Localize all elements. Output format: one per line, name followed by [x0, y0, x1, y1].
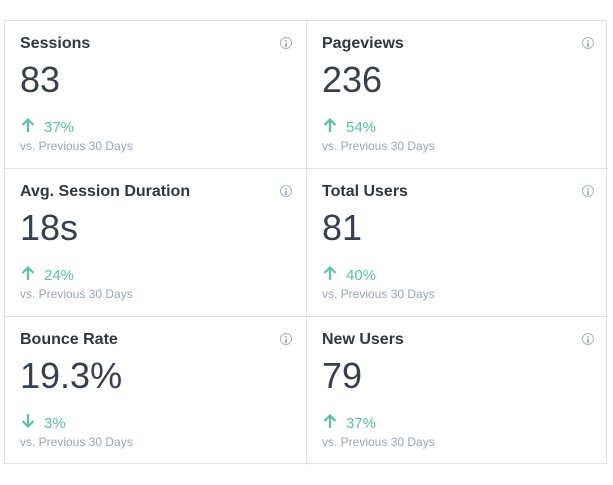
metric-change-row: 24%	[20, 264, 291, 284]
metric-change: 40%	[346, 266, 377, 284]
metric-change-row: 37%	[322, 412, 593, 432]
metric-change: 24%	[44, 266, 75, 284]
info-icon[interactable]	[280, 185, 292, 197]
arrow-up-icon	[21, 117, 35, 133]
metric-label: Bounce Rate	[20, 331, 118, 348]
metric-compare-period: vs. Previous 30 Days	[20, 435, 133, 449]
info-icon[interactable]	[280, 333, 292, 345]
metric-value: 79	[322, 355, 363, 396]
metric-card-sessions: Sessions 83 37% vs. Previous 30 Days	[5, 21, 307, 169]
metric-value: 19.3%	[20, 355, 123, 396]
metric-change: 37%	[346, 414, 377, 432]
info-icon[interactable]	[582, 37, 594, 49]
metric-card-avg-session-duration: Avg. Session Duration 18s 24% vs. Previo…	[5, 169, 307, 317]
arrow-down-icon	[21, 413, 35, 429]
metric-label: Total Users	[322, 183, 408, 200]
metric-compare-period: vs. Previous 30 Days	[322, 435, 435, 449]
metric-change: 3%	[44, 414, 66, 432]
metric-compare-period: vs. Previous 30 Days	[20, 287, 133, 301]
overview-metrics-grid: Sessions 83 37% vs. Previous 30 Days Pag…	[4, 20, 608, 465]
arrow-up-icon	[21, 265, 35, 281]
info-icon[interactable]	[582, 333, 594, 345]
info-icon[interactable]	[582, 185, 594, 197]
metric-value: 83	[20, 59, 61, 100]
metric-label: Sessions	[20, 35, 91, 52]
metric-change-row: 3%	[20, 412, 291, 432]
metric-compare-period: vs. Previous 30 Days	[20, 139, 133, 153]
metric-change-row: 40%	[322, 264, 593, 284]
metric-label: Avg. Session Duration	[20, 183, 191, 200]
arrow-up-icon	[323, 117, 337, 133]
metric-label: Pageviews	[322, 35, 404, 52]
info-icon[interactable]	[280, 37, 292, 49]
metric-compare-period: vs. Previous 30 Days	[322, 139, 435, 153]
metric-change-row: 37%	[20, 116, 291, 136]
metric-card-pageviews: Pageviews 236 54% vs. Previous 30 Days	[307, 21, 608, 169]
arrow-up-icon	[323, 413, 337, 429]
metric-card-total-users: Total Users 81 40% vs. Previous 30 Days	[307, 169, 608, 317]
metric-label: New Users	[322, 331, 404, 348]
metric-change: 54%	[346, 118, 377, 136]
metric-change: 37%	[44, 118, 75, 136]
metric-value: 236	[322, 59, 383, 100]
metric-card-new-users: New Users 79 37% vs. Previous 30 Days	[307, 317, 608, 465]
arrow-up-icon	[323, 265, 337, 281]
metric-value: 18s	[20, 207, 79, 248]
metric-value: 81	[322, 207, 363, 248]
metric-change-row: 54%	[322, 116, 593, 136]
metric-card-bounce-rate: Bounce Rate 19.3% 3% vs. Previous 30 Day…	[5, 317, 307, 465]
metric-compare-period: vs. Previous 30 Days	[322, 287, 435, 301]
